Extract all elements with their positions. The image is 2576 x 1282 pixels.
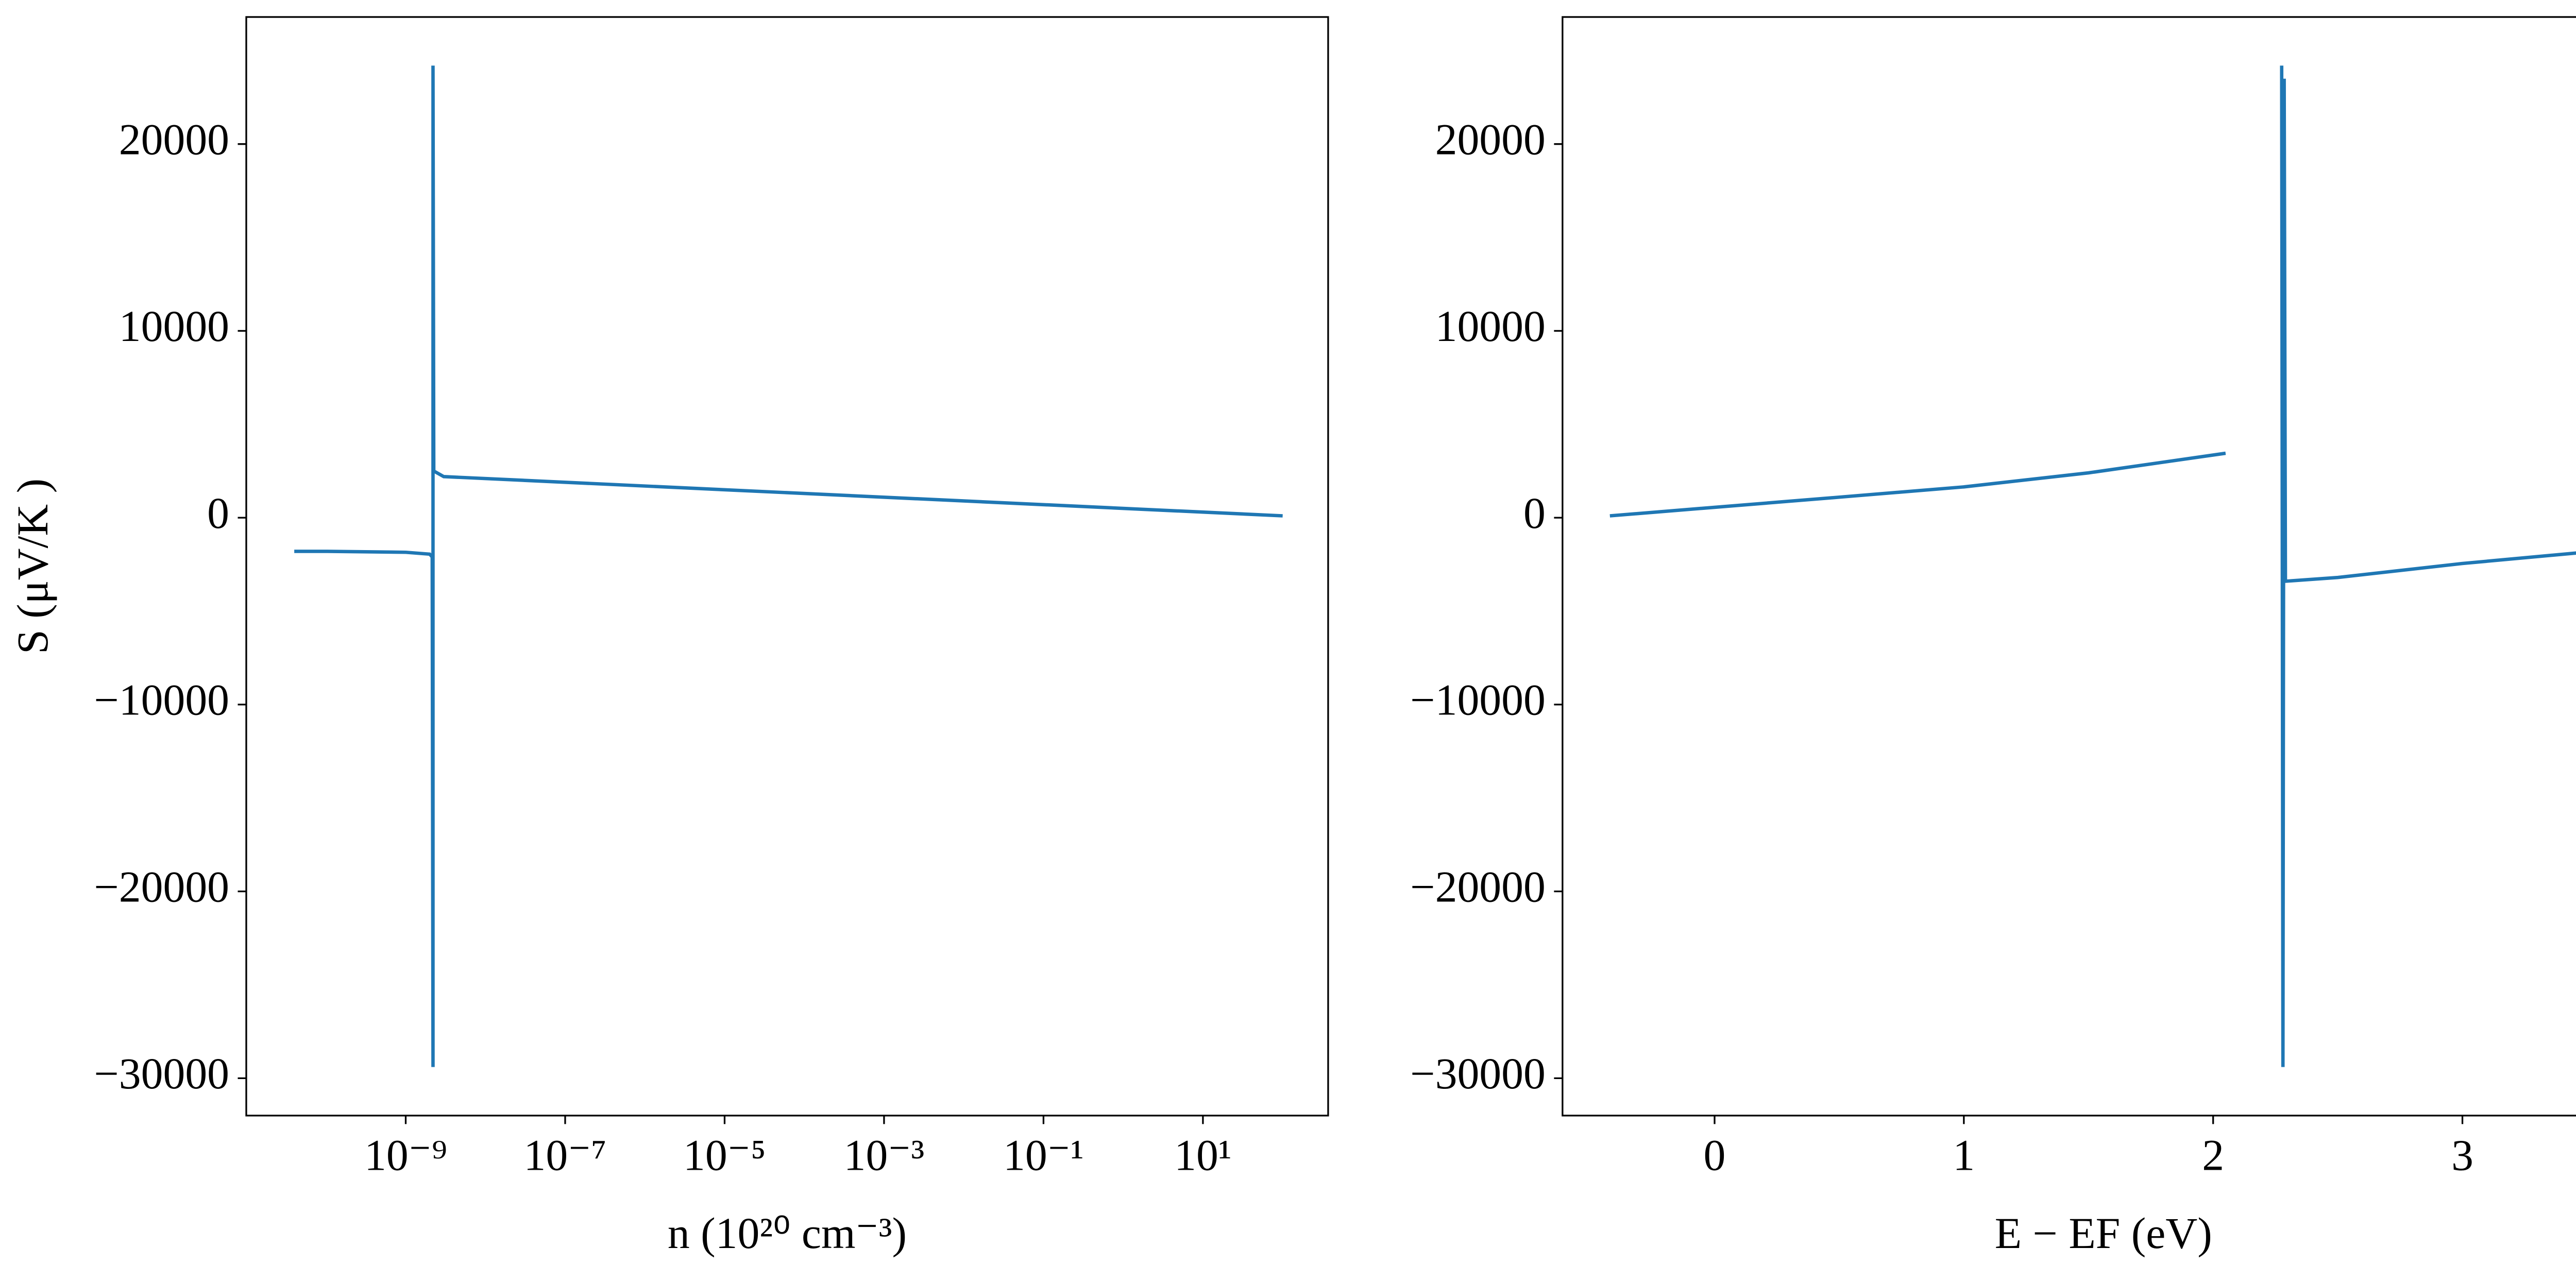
- x-tick-label: 3: [2451, 1131, 2473, 1180]
- y-tick-label: 20000: [1435, 115, 1546, 164]
- y-tick-label: 0: [1523, 489, 1546, 538]
- x-tick-label: 1: [1953, 1131, 1975, 1180]
- x-tick-label: 10¹: [1174, 1131, 1231, 1180]
- y-tick-label: 10000: [1435, 302, 1546, 351]
- y-tick-label: −10000: [1410, 676, 1546, 725]
- y-axis-label: S (μV/K ): [8, 478, 57, 654]
- x-tick-label: 10⁻¹: [1003, 1131, 1084, 1180]
- y-tick-label: −30000: [94, 1049, 229, 1098]
- x-tick-label: 10⁻⁵: [683, 1131, 766, 1180]
- plot-frame: [1562, 16, 2576, 1117]
- x-axis-label: n (10²⁰ cm⁻³): [668, 1209, 907, 1258]
- x-axis-label: E − EF (eV): [1995, 1209, 2212, 1258]
- y-tick-label: −20000: [94, 862, 229, 911]
- data-line: [294, 65, 1283, 1067]
- x-tick-label: 2: [2202, 1131, 2224, 1180]
- y-tick-label: 0: [207, 489, 229, 538]
- x-tick-label: 10⁻⁷: [524, 1131, 607, 1180]
- y-tick-label: −20000: [1410, 862, 1546, 911]
- y-tick-label: −10000: [94, 676, 229, 725]
- y-tick-label: 20000: [119, 115, 229, 164]
- y-tick-label: −30000: [1410, 1049, 1546, 1098]
- plot-frame: [245, 16, 1329, 1117]
- x-tick-label: 10⁻³: [844, 1131, 925, 1180]
- x-tick-label: 0: [1704, 1131, 1726, 1180]
- data-line: [1609, 65, 2576, 1067]
- y-tick-label: 10000: [119, 302, 229, 351]
- x-tick-label: 10⁻⁹: [364, 1131, 447, 1180]
